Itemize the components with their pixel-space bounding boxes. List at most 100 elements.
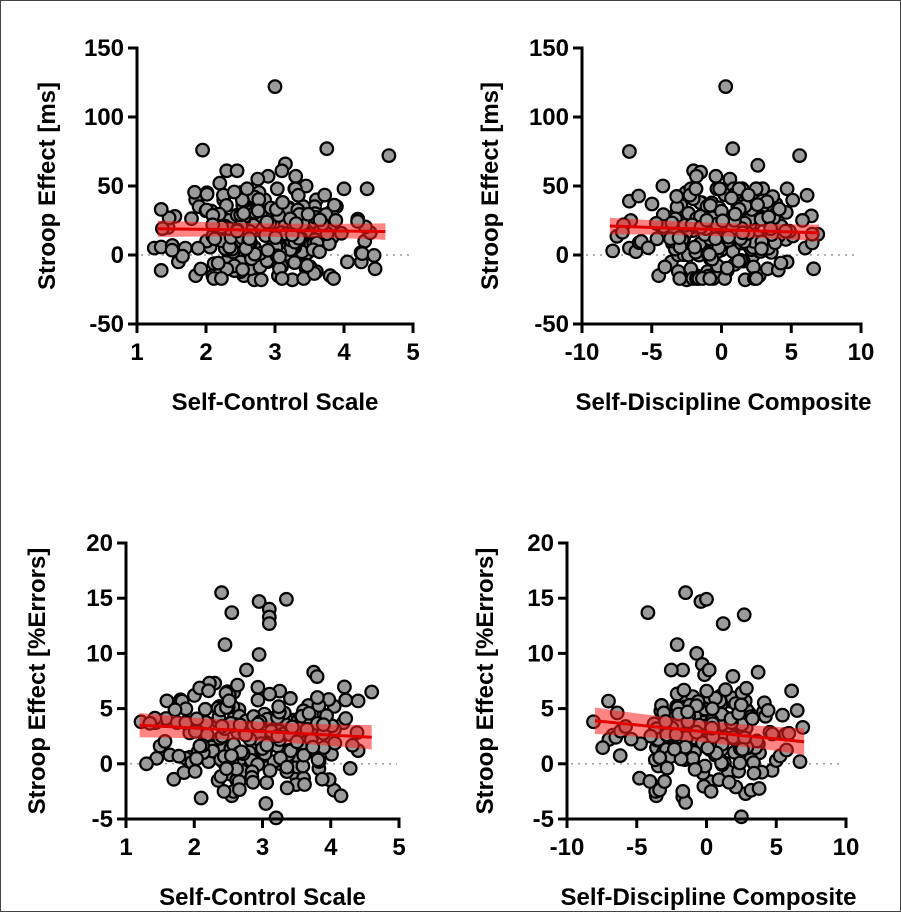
data-point (712, 181, 728, 197)
y-tick-label: -50 (534, 311, 569, 338)
x-tick-label: 4 (337, 339, 351, 366)
data-point (741, 187, 756, 203)
data-point (736, 607, 752, 623)
data-point (299, 258, 315, 273)
data-point (771, 201, 787, 217)
x-tick-label: 4 (324, 834, 338, 861)
data-point (792, 148, 807, 164)
data-point (663, 662, 679, 678)
data-point (167, 702, 183, 718)
regression-line (609, 224, 820, 235)
data-point (219, 761, 234, 777)
data-point (733, 697, 749, 713)
data-point (760, 703, 776, 718)
data-point (261, 616, 277, 631)
data-point (605, 243, 621, 259)
data-point (595, 740, 611, 756)
data-point (775, 707, 790, 723)
y-tick-label: 50 (97, 173, 124, 200)
data-point (279, 759, 295, 775)
y-tick-label: 10 (86, 640, 113, 667)
data-point (269, 181, 285, 197)
data-point (739, 680, 754, 696)
data-point (745, 711, 760, 727)
data-point (699, 591, 714, 607)
data-point (239, 662, 254, 678)
data-point (657, 259, 673, 275)
data-point (301, 705, 317, 721)
data-point (732, 755, 748, 771)
data-point (612, 748, 628, 763)
data-point (734, 809, 749, 825)
data-point (250, 692, 266, 708)
data-point (214, 585, 230, 601)
data-point (718, 682, 733, 698)
data-point (342, 761, 358, 776)
data-point (655, 178, 671, 194)
x-tick-label: -5 (641, 339, 662, 366)
data-point (673, 751, 689, 767)
y-tick-label: 150 (84, 35, 124, 62)
data-point (275, 194, 291, 210)
y-axis-title: Stroop Effect [%Errors] (24, 548, 51, 815)
data-point (153, 201, 169, 217)
data-point (259, 775, 275, 790)
data-point (326, 271, 342, 286)
scatter-points (586, 585, 811, 825)
data-point (193, 261, 209, 277)
data-point (366, 247, 382, 263)
data-point (364, 684, 380, 700)
data-point (631, 188, 646, 204)
data-point (166, 771, 182, 787)
data-point (193, 790, 209, 806)
data-point (226, 184, 242, 200)
regression-line (157, 227, 386, 234)
data-point (288, 168, 304, 184)
data-point (640, 605, 656, 620)
data-point (310, 690, 325, 705)
data-point (272, 249, 287, 265)
data-point (229, 163, 245, 179)
y-tick-label: 20 (527, 530, 554, 557)
x-axis-title: Self-Discipline Composite (560, 884, 856, 911)
data-point (676, 682, 692, 698)
data-point (262, 763, 278, 778)
data-point (245, 774, 261, 790)
data-point (260, 242, 276, 258)
data-point (337, 679, 352, 695)
data-point (687, 239, 702, 255)
data-point (338, 692, 354, 708)
data-point (279, 780, 295, 796)
y-tick-label: 15 (527, 585, 554, 612)
data-point (236, 206, 252, 221)
y-axis-title: Stroop Effect [%Errors] (472, 548, 499, 815)
data-point (309, 669, 325, 684)
data-point (317, 187, 333, 203)
data-point (250, 171, 266, 187)
data-point (300, 206, 316, 222)
y-tick-label: 0 (111, 242, 124, 269)
data-point (748, 271, 764, 286)
data-point (724, 190, 739, 206)
data-point (231, 782, 247, 797)
data-point (319, 141, 335, 157)
data-point (253, 272, 269, 288)
y-tick-label: 0 (541, 751, 554, 778)
data-point (806, 261, 821, 277)
data-point (705, 701, 720, 717)
regression-line (139, 723, 372, 739)
data-point (217, 637, 233, 652)
x-axis-title: Self-Control Scale (159, 884, 366, 911)
y-tick-label: 0 (556, 242, 569, 269)
data-point (199, 186, 215, 202)
x-tick-label: 0 (700, 834, 713, 861)
data-point (657, 774, 672, 789)
data-point (644, 196, 660, 212)
data-point (702, 271, 718, 286)
data-point (652, 750, 668, 765)
data-point (792, 754, 808, 769)
x-tick-label: 5 (406, 339, 419, 366)
